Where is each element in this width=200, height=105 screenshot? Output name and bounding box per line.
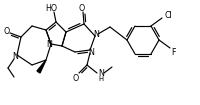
Text: N: N (93, 30, 98, 39)
Text: N: N (12, 51, 18, 60)
Text: N: N (88, 47, 93, 56)
Text: O: O (73, 74, 79, 83)
Text: F: F (171, 47, 175, 56)
Text: HO: HO (45, 3, 57, 12)
Text: N: N (46, 39, 52, 49)
Text: N: N (98, 68, 103, 77)
Text: O: O (78, 3, 85, 12)
Polygon shape (37, 60, 46, 73)
Text: O: O (4, 26, 10, 35)
Text: Cl: Cl (163, 10, 171, 20)
Text: H: H (98, 76, 103, 82)
